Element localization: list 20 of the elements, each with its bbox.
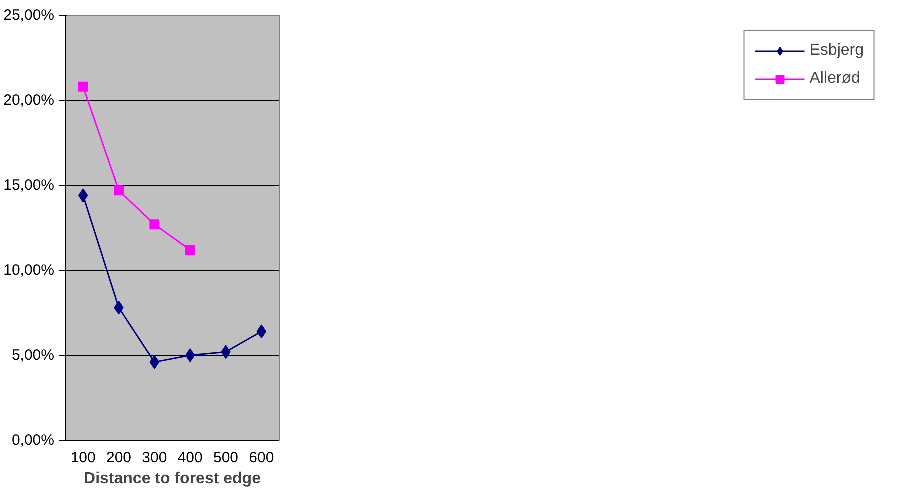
x-tick-label: 500 xyxy=(213,450,239,466)
legend-label: Esbjerg xyxy=(810,42,864,60)
x-tick-label: 600 xyxy=(249,450,274,466)
y-tick-label: 5,00% xyxy=(12,347,55,364)
point xyxy=(186,348,196,362)
point xyxy=(114,186,124,196)
legend-label: Allerød xyxy=(810,70,860,88)
point xyxy=(78,82,88,92)
x-tick-label: 200 xyxy=(106,450,132,466)
x-tick-label: 100 xyxy=(70,450,96,466)
x-axis-title: Distance to forest edge xyxy=(84,470,262,488)
x-tick-label: 300 xyxy=(142,450,168,466)
y-tick-label: 25,00% xyxy=(4,7,54,24)
y-tick-label: 20,00% xyxy=(4,92,54,109)
point xyxy=(150,220,160,230)
x-tick-label: 400 xyxy=(178,450,203,466)
y-tick-label: 15,00% xyxy=(4,177,54,194)
point xyxy=(185,245,196,256)
y-tick-label: 10,00% xyxy=(4,262,54,279)
y-tick-label: 0,00% xyxy=(12,432,55,449)
